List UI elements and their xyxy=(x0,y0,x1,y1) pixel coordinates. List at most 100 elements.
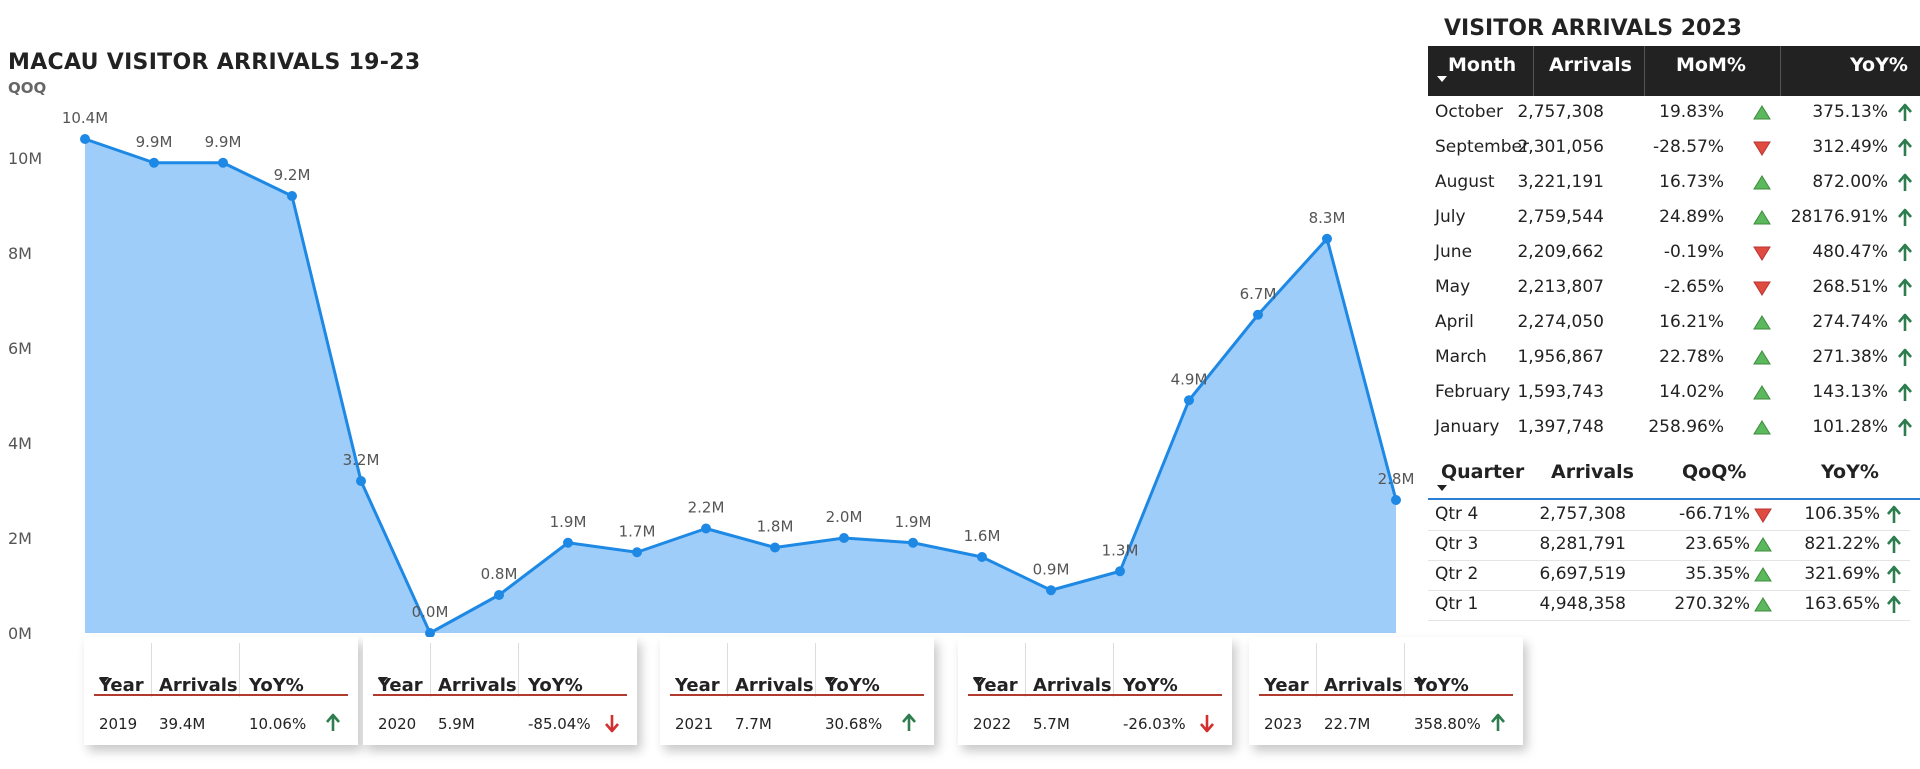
table-row[interactable]: July 2,759,544 24.89% 28176.91% xyxy=(1428,201,1920,236)
data-point[interactable] xyxy=(632,547,642,558)
header-arrivals[interactable]: Arrivals xyxy=(438,675,517,696)
table-row[interactable]: January 1,397,748 258.96% 101.28% xyxy=(1428,411,1920,446)
cell-mom: 22.78% xyxy=(1659,347,1724,367)
triangle-up-icon xyxy=(1753,210,1771,225)
data-point[interactable] xyxy=(80,134,90,144)
triangle-up-icon xyxy=(1753,350,1771,365)
sort-desc-icon[interactable] xyxy=(1437,76,1447,82)
data-point[interactable] xyxy=(1184,395,1194,406)
header-month[interactable]: Month xyxy=(1448,54,1517,76)
header-quarter[interactable]: Quarter xyxy=(1441,461,1525,483)
table-row[interactable]: Qtr 4 2,757,308 -66.71% 106.35% xyxy=(1428,500,1910,531)
y-tick-label: 10M xyxy=(8,149,42,168)
header-divider xyxy=(670,694,924,696)
header-mom[interactable]: MoM% xyxy=(1676,54,1746,76)
header-year[interactable]: Year xyxy=(99,675,144,696)
sort-desc-icon[interactable] xyxy=(378,677,388,683)
table-row[interactable]: September 2,301,056 -28.57% 312.49% xyxy=(1428,131,1920,166)
sort-desc-icon[interactable] xyxy=(1437,485,1447,491)
arrow-up-icon xyxy=(1898,418,1912,436)
sort-desc-icon[interactable] xyxy=(825,677,835,683)
header-arrivals[interactable]: Arrivals xyxy=(735,675,814,696)
cell-qoq: -66.71% xyxy=(1679,504,1750,524)
data-point[interactable] xyxy=(1253,309,1263,320)
table-row[interactable]: June 2,209,662 -0.19% 480.47% xyxy=(1428,236,1920,271)
data-label: 1.7M xyxy=(619,522,656,540)
header-yoy[interactable]: YoY% xyxy=(1850,54,1908,76)
cell-mom: 258.96% xyxy=(1648,417,1724,437)
data-point[interactable] xyxy=(977,552,987,562)
data-point[interactable] xyxy=(149,157,159,168)
table-row[interactable]: March 1,956,867 22.78% 271.38% xyxy=(1428,341,1920,376)
header-arrivals[interactable]: Arrivals xyxy=(1033,675,1112,696)
data-point[interactable] xyxy=(1046,585,1056,596)
table-row[interactable]: May 2,213,807 -2.65% 268.51% xyxy=(1428,271,1920,306)
table-row[interactable]: October 2,757,308 19.83% 375.13% xyxy=(1428,96,1920,131)
header-year[interactable]: Year xyxy=(1264,675,1309,696)
data-point[interactable] xyxy=(770,542,780,553)
data-point[interactable] xyxy=(1391,495,1401,505)
data-point[interactable] xyxy=(218,157,228,168)
header-year[interactable]: Year xyxy=(973,675,1018,696)
sort-asc-icon[interactable] xyxy=(1414,676,1424,682)
table-row[interactable]: April 2,274,050 16.21% 274.74% xyxy=(1428,306,1920,341)
chart-subtitle: QOQ xyxy=(8,79,47,97)
header-qoq[interactable]: QoQ% xyxy=(1682,461,1747,483)
header-yoy[interactable]: YoY% xyxy=(1123,675,1178,696)
header-yoy[interactable]: YoY% xyxy=(528,675,583,696)
arrow-up-icon xyxy=(1898,243,1912,261)
cell-yoy: 143.13% xyxy=(1812,382,1888,402)
data-point[interactable] xyxy=(563,537,573,548)
cell-mom: 16.21% xyxy=(1659,312,1724,332)
table-row[interactable]: Qtr 3 8,281,791 23.65% 821.22% xyxy=(1428,530,1910,561)
arrow-up-icon xyxy=(1898,138,1912,156)
header-arrivals[interactable]: Arrivals xyxy=(159,675,238,696)
triangle-up-icon xyxy=(1753,385,1771,400)
header-yoy[interactable]: YoY% xyxy=(249,675,304,696)
cell-arrivals: 4,948,358 xyxy=(1539,594,1626,614)
cell-arrivals: 6,697,519 xyxy=(1539,564,1626,584)
cell-year: 2020 xyxy=(378,715,417,733)
table-row[interactable]: August 3,221,191 16.73% 872.00% xyxy=(1428,166,1920,201)
cell-qoq: 23.65% xyxy=(1685,534,1750,554)
data-point[interactable] xyxy=(425,628,435,638)
table-row[interactable]: Qtr 2 6,697,519 35.35% 321.69% xyxy=(1428,560,1910,591)
header-yoy[interactable]: YoY% xyxy=(1414,675,1469,696)
header-yoy[interactable]: YoY% xyxy=(1821,461,1879,483)
y-tick-label: 2M xyxy=(8,529,32,548)
header-arrivals[interactable]: Arrivals xyxy=(1551,461,1634,483)
arrow-up-icon xyxy=(1898,278,1912,296)
data-point[interactable] xyxy=(287,191,297,201)
sort-desc-icon[interactable] xyxy=(973,677,983,683)
data-point[interactable] xyxy=(839,533,849,543)
data-point[interactable] xyxy=(1322,233,1332,244)
sort-desc-icon[interactable] xyxy=(99,677,109,683)
cell-arrivals: 5.9M xyxy=(438,715,475,733)
header-year[interactable]: Year xyxy=(378,675,423,696)
table-row[interactable]: February 1,593,743 14.02% 143.13% xyxy=(1428,376,1920,411)
card-row: 2022 5.7M -26.03% xyxy=(958,701,1232,733)
y-tick-label: 8M xyxy=(8,244,32,263)
cell-yoy: 268.51% xyxy=(1812,277,1888,297)
data-point[interactable] xyxy=(494,590,504,600)
header-arrivals[interactable]: Arrivals xyxy=(1324,675,1403,696)
data-label: 4.9M xyxy=(1171,370,1208,388)
data-point[interactable] xyxy=(356,476,366,486)
triangle-up-icon xyxy=(1753,175,1771,190)
arrow-up-icon xyxy=(1898,383,1912,401)
cell-arrivals: 2,209,662 xyxy=(1517,242,1604,262)
header-arrivals[interactable]: Arrivals xyxy=(1549,54,1632,76)
header-divider xyxy=(373,694,627,696)
header-year[interactable]: Year xyxy=(675,675,720,696)
arrow-up-icon xyxy=(1491,713,1505,731)
table-row[interactable]: Qtr 1 4,948,358 270.32% 163.65% xyxy=(1428,590,1910,621)
cell-yoy: 872.00% xyxy=(1812,172,1888,192)
card-header: Year Arrivals YoY% xyxy=(660,657,934,703)
data-point[interactable] xyxy=(1115,566,1125,577)
header-yoy[interactable]: YoY% xyxy=(825,675,880,696)
cell-arrivals: 2,757,308 xyxy=(1539,504,1626,524)
data-point[interactable] xyxy=(701,523,711,534)
cell-yoy: 274.74% xyxy=(1812,312,1888,332)
cell-mom: -28.57% xyxy=(1653,137,1724,157)
data-point[interactable] xyxy=(908,537,918,548)
